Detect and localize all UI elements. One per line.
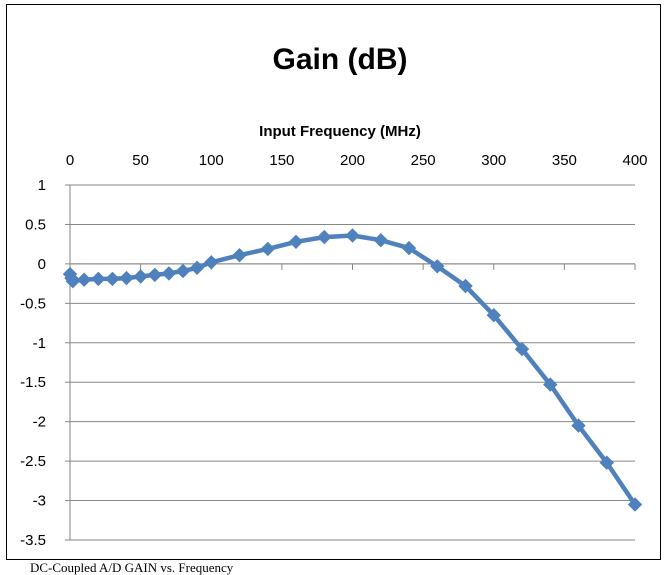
chart-title: Gain (dB) <box>273 43 408 76</box>
data-point-marker <box>76 272 92 287</box>
data-point-marker <box>189 260 205 276</box>
data-point-marker <box>345 228 360 243</box>
data-point-marker <box>133 269 148 284</box>
data-point-marker <box>175 263 191 279</box>
data-point-marker <box>204 255 219 270</box>
gain-chart: Gain (dB) Input Frequency (MHz) 1 0.5 0 -0.… <box>20 43 647 549</box>
data-point-marker <box>105 271 120 287</box>
x-tick-label: 150 <box>269 152 294 169</box>
data-point-marker <box>65 273 81 289</box>
y-tick-label: -2 <box>33 414 46 431</box>
y-tick-label: -2.5 <box>20 453 46 470</box>
y-tick-label: -1 <box>33 335 46 352</box>
x-tick-label: 300 <box>481 152 506 169</box>
x-tick-label: 400 <box>622 152 647 169</box>
y-tick-label: -3 <box>33 493 46 510</box>
x-tick-label: 100 <box>199 152 224 169</box>
y-tick-label: -1.5 <box>20 374 46 391</box>
chart-frame: Gain (dB) Input Frequency (MHz) 1 0.5 0 -0.… <box>6 4 661 560</box>
tick-labels: 1 0.5 0 -0.5 -1 -1.5 -2 -2.5 -3 -3.5 0 50 100 150 200 2… <box>20 152 647 549</box>
data-point-marker <box>260 241 276 257</box>
data-point-marker <box>486 307 502 323</box>
series-gain <box>62 228 643 512</box>
x-tick-label: 200 <box>340 152 365 169</box>
data-point-marker <box>514 341 530 357</box>
data-point-marker <box>147 267 163 283</box>
data-point-marker <box>317 229 332 245</box>
data-point-marker <box>373 232 389 248</box>
x-tick-label: 250 <box>411 152 436 169</box>
data-point-marker <box>232 247 247 263</box>
data-point-marker <box>627 497 643 512</box>
x-axis-title: Input Frequency (MHz) <box>259 123 421 140</box>
data-point-marker <box>458 278 473 294</box>
x-tick-label: 350 <box>552 152 577 169</box>
y-tick-label: 0 <box>38 256 46 273</box>
x-tick-label: 50 <box>132 152 149 169</box>
data-point-marker <box>543 377 558 392</box>
data-point-marker <box>401 240 417 256</box>
data-point-marker <box>161 266 177 281</box>
data-point-marker <box>119 270 134 286</box>
figure-caption: DC-Coupled A/D GAIN vs. Frequency <box>30 560 234 575</box>
x-tick-label: 0 <box>66 152 74 169</box>
data-point-marker <box>91 271 106 287</box>
y-tick-label: 0.5 <box>25 216 46 233</box>
y-tick-label: -3.5 <box>20 532 46 549</box>
data-point-marker <box>599 455 615 470</box>
y-tick-label: -0.5 <box>20 295 46 312</box>
y-tick-label: 1 <box>38 177 46 194</box>
data-point-marker <box>430 259 445 274</box>
data-point-marker <box>571 418 586 433</box>
data-point-marker <box>288 234 304 250</box>
